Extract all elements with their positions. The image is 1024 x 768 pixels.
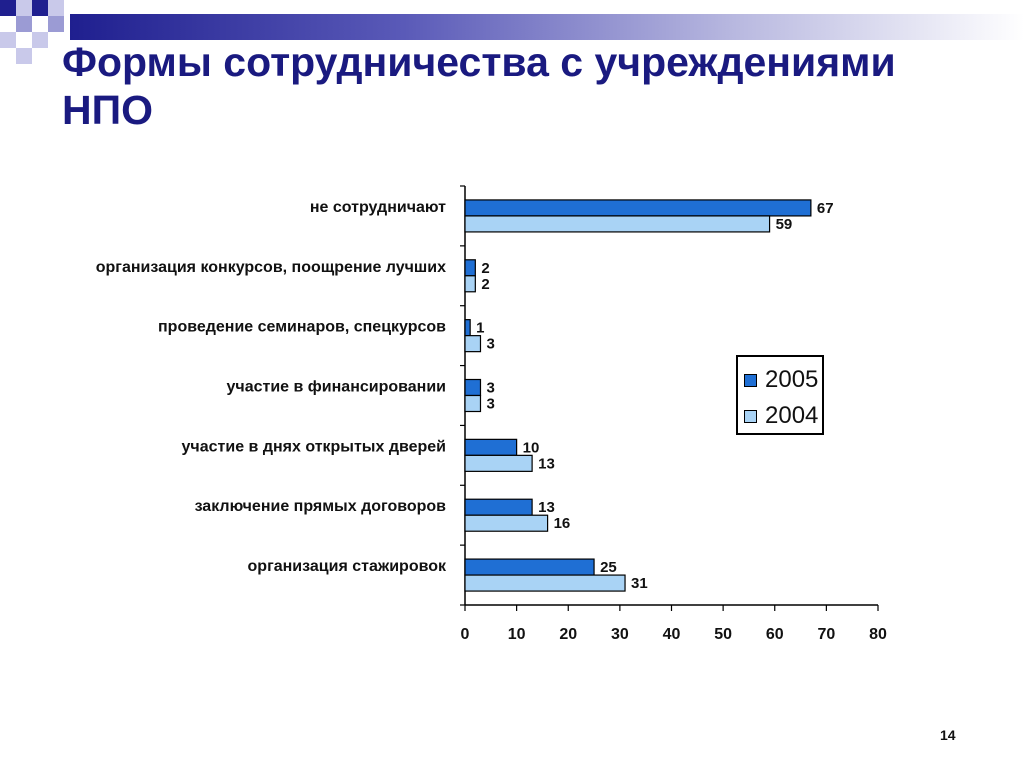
legend-swatch-2004 <box>744 409 757 423</box>
bar-2005 <box>464 199 812 217</box>
data-label-2004: 2 <box>481 276 489 293</box>
legend-item-2004: 2004 <box>744 401 818 431</box>
x-tick-label: 60 <box>766 626 784 643</box>
category-label: заключение прямых договоров <box>195 498 447 515</box>
x-tick-label: 20 <box>559 626 577 643</box>
data-label-2005: 67 <box>817 200 834 217</box>
x-tick-label: 80 <box>869 626 887 643</box>
data-label-2005: 1 <box>476 320 484 337</box>
category-label: организация конкурсов, поощрение лучших <box>96 259 446 276</box>
x-tick-label: 30 <box>611 626 629 643</box>
slide-title-line2: НПО <box>62 87 153 133</box>
legend-label-2005: 2005 <box>765 366 819 393</box>
slide-title: Формы сотрудничества с учреждениями НПО <box>62 38 962 134</box>
bar-2004 <box>464 394 482 413</box>
bar-2004 <box>464 574 626 592</box>
bar-2004 <box>464 514 549 532</box>
legend-label-2004: 2004 <box>765 402 819 429</box>
data-label-2005: 13 <box>538 499 555 516</box>
x-tick-label: 10 <box>508 626 526 643</box>
bar-2005 <box>464 558 595 576</box>
data-label-2004: 59 <box>776 216 793 233</box>
data-label-2005: 10 <box>523 439 540 456</box>
data-label-2004: 3 <box>486 336 494 353</box>
bar-2005 <box>464 498 533 516</box>
data-label-2005: 25 <box>600 559 617 576</box>
bar-2004 <box>464 335 482 353</box>
bar-2005 <box>464 319 471 337</box>
data-label-2004: 31 <box>631 575 648 592</box>
slide-title-line1: Формы сотрудничества с учреждениями <box>62 39 896 85</box>
bar-2005 <box>464 378 482 397</box>
bar-2005 <box>464 259 476 277</box>
data-label-2004: 16 <box>554 515 571 532</box>
legend-item-2005: 2005 <box>744 365 818 395</box>
corner-decoration <box>0 0 64 64</box>
bar-2004 <box>464 215 771 233</box>
category-label: участие в финансировании <box>227 379 446 396</box>
category-label: не сотрудничают <box>310 199 446 216</box>
title-bar-gradient <box>70 14 1024 40</box>
data-label-2004: 13 <box>538 455 555 472</box>
data-label-2005: 2 <box>481 260 489 277</box>
chart-legend: 2005 2004 <box>736 355 824 435</box>
data-label-2004: 3 <box>486 396 494 413</box>
data-label-2005: 3 <box>486 380 494 397</box>
bar-2004 <box>464 454 533 472</box>
category-label: участие в днях открытых дверей <box>182 438 446 455</box>
x-tick-label: 40 <box>663 626 681 643</box>
page-number: 14 <box>940 727 956 743</box>
legend-swatch-2005 <box>744 373 757 387</box>
bar-2005 <box>464 438 518 456</box>
x-tick-label: 50 <box>714 626 732 643</box>
x-tick-label: 0 <box>461 626 470 643</box>
category-label: организация стажировок <box>248 558 447 575</box>
category-label: проведение семинаров, спецкурсов <box>158 319 446 336</box>
bar-2004 <box>464 275 476 293</box>
x-tick-label: 70 <box>817 626 835 643</box>
